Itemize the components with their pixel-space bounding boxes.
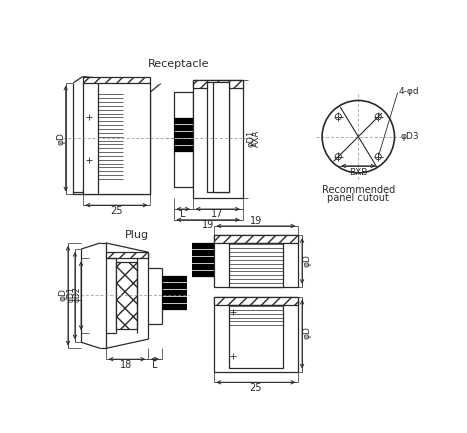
Text: 4-φd: 4-φd [398,87,419,96]
Text: L: L [180,210,185,220]
Text: L: L [152,359,158,370]
Text: Recommended: Recommended [322,185,395,195]
Bar [83,77,150,84]
Text: 25: 25 [250,383,262,393]
Text: 19: 19 [202,220,214,230]
Text: BXB: BXB [349,168,368,177]
Text: 25: 25 [110,207,123,216]
Text: φD2: φD2 [73,287,82,302]
Bar [174,92,193,187]
Bar [213,235,298,243]
Text: φD1: φD1 [67,287,76,302]
Text: Receptacle: Receptacle [148,58,210,68]
Bar [83,83,150,194]
Bar [213,82,229,192]
Bar [206,82,229,192]
Bar [213,235,298,287]
Text: φD: φD [59,288,68,301]
Bar [229,243,283,287]
Text: 18: 18 [120,359,133,370]
Bar [213,297,298,372]
Text: φD: φD [303,254,312,267]
Bar [229,304,283,368]
Bar [193,81,243,88]
Text: 17: 17 [211,210,224,220]
Text: panel cutout: panel cutout [327,193,389,203]
Text: AXA: AXA [252,129,261,147]
Text: φD: φD [57,132,65,145]
Bar [213,297,298,304]
Bar [116,262,137,329]
Text: φD3: φD3 [401,132,419,141]
Text: φD1: φD1 [246,129,255,147]
Text: 19: 19 [250,216,262,226]
Text: φD: φD [303,326,312,339]
Bar [106,252,148,259]
Bar [193,81,243,198]
Text: Plug: Plug [125,230,149,240]
